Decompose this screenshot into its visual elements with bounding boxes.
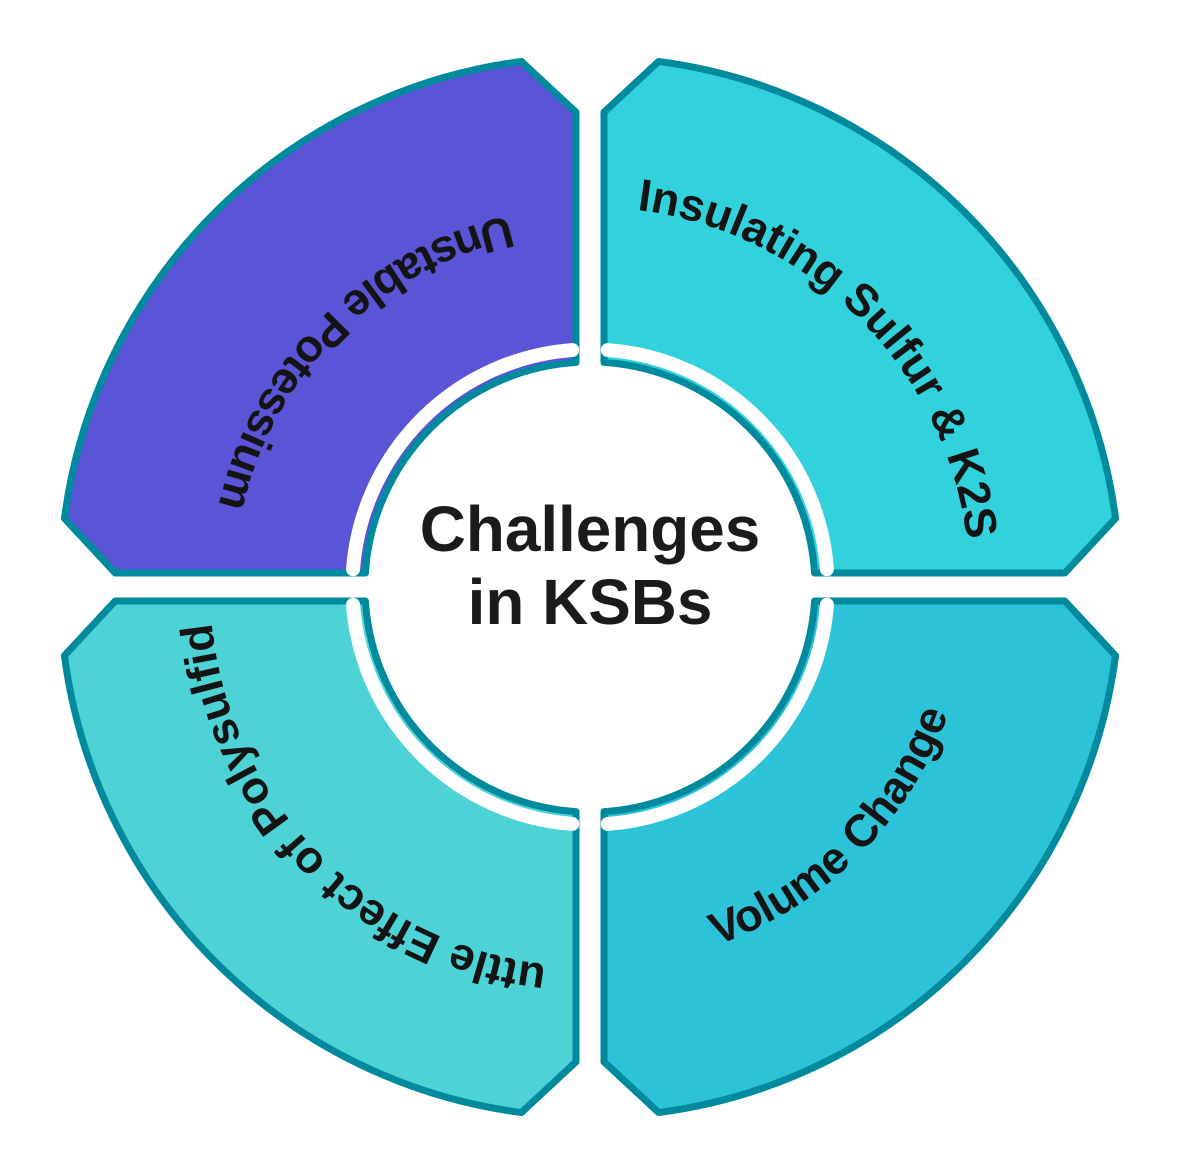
- segment-bottom-right: Volume Change: [604, 601, 1116, 1113]
- center-title-line2: in KSBs: [468, 566, 713, 638]
- center-title-line1: Challenges: [420, 493, 761, 565]
- center-title: Challenges in KSBs: [365, 493, 815, 640]
- ksb-challenges-diagram: Unstable PotessiumInsulating Sulfur & K2…: [0, 0, 1181, 1174]
